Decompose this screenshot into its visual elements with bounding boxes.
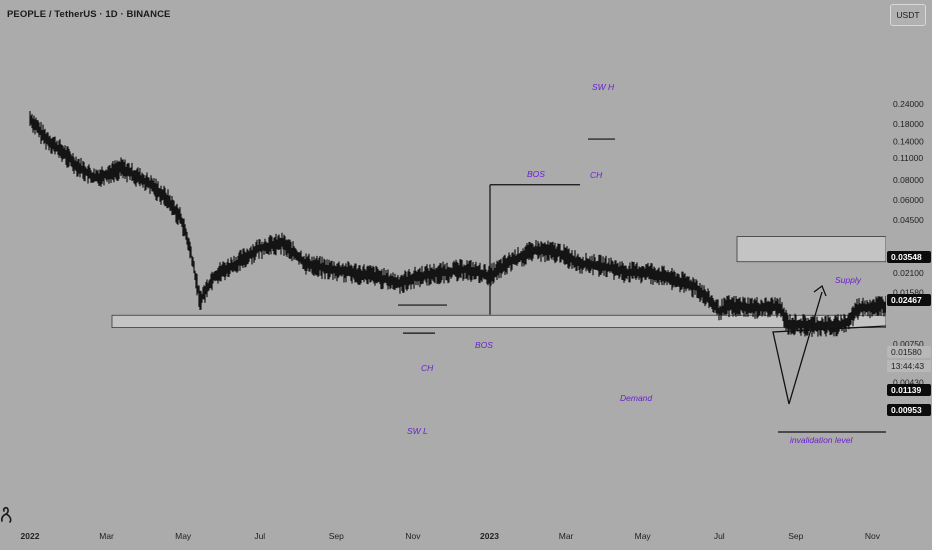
label-ch-2024: CH [590, 170, 603, 180]
time-tick-label: Mar [99, 531, 114, 541]
time-tick-label: 2023 [480, 531, 499, 541]
supply-zone [736, 236, 886, 263]
time-tick-label: Jul [254, 531, 265, 541]
chart-title: PEOPLE / TetherUS · 1D · BINANCE [7, 9, 171, 20]
price-tick-label: 0.18000 [893, 119, 924, 129]
price-tick-label: 0.06000 [893, 195, 924, 205]
price-tick-label: 0.00750 [893, 339, 924, 349]
label-supply: Supply [835, 275, 862, 285]
price-tag [887, 346, 931, 358]
label-bos-2023: BOS [475, 340, 493, 350]
price-tag [887, 294, 931, 306]
label-sw-h: SW H [592, 82, 615, 92]
price-tag [887, 404, 931, 416]
price-tag-label: 0.00953 [891, 405, 922, 415]
candlestick-series [29, 111, 886, 337]
price-tag-label: 13:44:43 [891, 361, 924, 371]
price-tick-label: 0.24000 [893, 99, 924, 109]
demand-zone [111, 314, 886, 329]
time-tick-label: Sep [788, 531, 803, 541]
price-tag-label: 0.03548 [891, 252, 922, 262]
time-tick-label: 2022 [21, 531, 40, 541]
price-tick-label: 0.02100 [893, 268, 924, 278]
tradingview-logo-icon [1, 506, 12, 523]
price-tag [887, 384, 931, 396]
projection-path [772, 291, 886, 405]
price-tag [887, 360, 931, 372]
currency-unit-button[interactable]: USDT [890, 4, 926, 26]
price-tick-label: 0.08000 [893, 175, 924, 185]
label-bos-2024: BOS [527, 169, 545, 179]
time-tick-label: Nov [865, 531, 881, 541]
price-tag [887, 251, 931, 263]
price-tag-label: 0.01139 [891, 385, 922, 395]
label-invalidation: invalidation level [790, 435, 853, 445]
time-tick-label: Mar [559, 531, 574, 541]
price-axis[interactable]: 0.24000 0.18000 0.14000 0.11000 0.08000 0.060… [886, 0, 932, 550]
time-axis[interactable]: 2022 Mar May Jul Sep Nov 2023 Mar May Jul Sep Nov [0, 522, 886, 550]
label-demand: Demand [620, 393, 652, 403]
time-tick-label: May [635, 531, 652, 541]
price-tag-label: 0.01580 [891, 347, 922, 357]
projection-arrowhead [813, 284, 827, 297]
price-tick-label: 0.14000 [893, 136, 924, 146]
time-tick-label: Nov [405, 531, 421, 541]
price-tick-label: 0.04500 [893, 215, 924, 225]
label-sw-l: SW L [407, 426, 428, 436]
price-tick-label: 0.01580 [893, 288, 924, 298]
price-tick-label: 0.11000 [893, 153, 923, 163]
time-tick-label: Jul [714, 531, 725, 541]
time-tick-label: Sep [329, 531, 344, 541]
time-tick-label: May [175, 531, 192, 541]
price-tag-label: 0.02467 [891, 295, 922, 305]
chart-plot-area[interactable]: SW H BOS CH CH BOS SW L Supply Demand invalidati… [0, 0, 886, 522]
label-ch-2023: CH [421, 363, 434, 373]
price-tick-label: 0.00430 [893, 378, 924, 388]
